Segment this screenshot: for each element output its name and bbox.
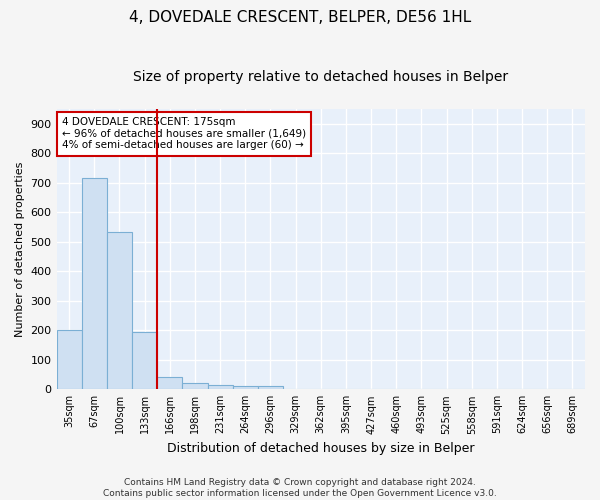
Title: Size of property relative to detached houses in Belper: Size of property relative to detached ho… bbox=[133, 70, 508, 84]
Bar bbox=[208, 385, 233, 390]
Bar bbox=[132, 332, 157, 390]
Bar bbox=[258, 386, 283, 390]
Y-axis label: Number of detached properties: Number of detached properties bbox=[15, 162, 25, 336]
X-axis label: Distribution of detached houses by size in Belper: Distribution of detached houses by size … bbox=[167, 442, 475, 455]
Bar bbox=[233, 386, 258, 390]
Text: Contains HM Land Registry data © Crown copyright and database right 2024.
Contai: Contains HM Land Registry data © Crown c… bbox=[103, 478, 497, 498]
Text: 4, DOVEDALE CRESCENT, BELPER, DE56 1HL: 4, DOVEDALE CRESCENT, BELPER, DE56 1HL bbox=[129, 10, 471, 25]
Bar bbox=[56, 330, 82, 390]
Bar bbox=[157, 377, 182, 390]
Bar bbox=[182, 384, 208, 390]
Bar bbox=[107, 232, 132, 390]
Text: 4 DOVEDALE CRESCENT: 175sqm
← 96% of detached houses are smaller (1,649)
4% of s: 4 DOVEDALE CRESCENT: 175sqm ← 96% of det… bbox=[62, 117, 306, 150]
Bar bbox=[82, 178, 107, 390]
